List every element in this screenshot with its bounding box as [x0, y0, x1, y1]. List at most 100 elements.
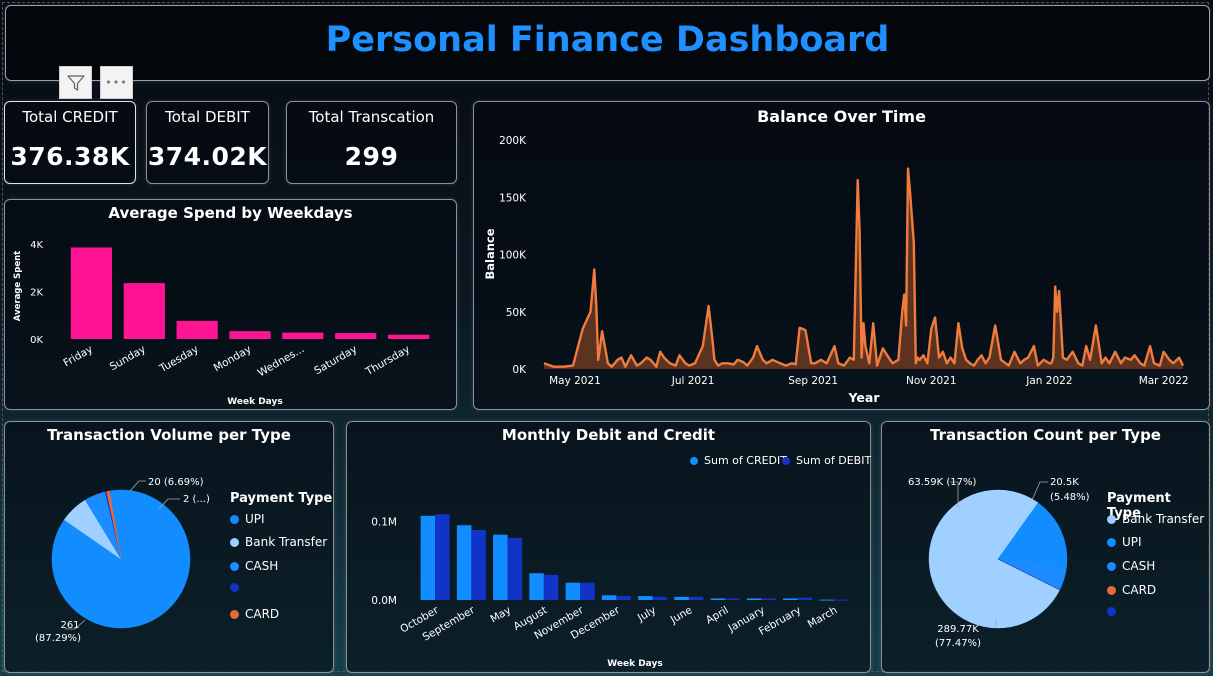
bar	[387, 334, 430, 339]
legend-label: Bank Transfer	[1122, 512, 1205, 526]
x-tick-label: Monday	[212, 343, 254, 374]
kpi-card-credit[interactable]: Total CREDIT 376.38K	[4, 101, 136, 184]
y-tick-label: 4K	[30, 240, 43, 251]
volume-legend-title: Payment Type	[230, 491, 333, 506]
bar	[70, 247, 113, 339]
bar	[456, 525, 472, 600]
bar	[123, 283, 165, 339]
legend-label: CASH	[1122, 559, 1156, 573]
x-tick-label: Wednes...	[256, 343, 307, 379]
bar	[761, 598, 776, 600]
pie-slice	[928, 489, 1061, 629]
legend-dot-icon	[1107, 561, 1116, 571]
volume-legend-cash[interactable]: CASH	[230, 559, 278, 573]
leader-line	[129, 480, 146, 492]
legend-label: UPI	[1122, 535, 1142, 549]
bar	[616, 596, 631, 600]
legend-dot-icon	[1107, 607, 1116, 616]
x-tick-label: June	[668, 604, 695, 626]
legend-dot-icon	[690, 456, 698, 465]
y-axis-label: Average Spent	[13, 251, 23, 321]
x-tick-label: Thursday	[363, 343, 412, 378]
filter-icon	[66, 74, 85, 91]
bar	[638, 596, 653, 600]
bar	[229, 331, 271, 339]
bar	[493, 534, 508, 600]
volume-chart-card[interactable]: Transaction Volume per Type 20 (6.69%) 2 …	[4, 421, 334, 673]
y-tick-label: 200K	[499, 135, 527, 147]
legend-label: UPI	[245, 512, 265, 526]
weekday-chart-card[interactable]: Average Spend by Weekdays 0K 2K 4K Friday Su…	[4, 199, 457, 410]
monthly-chart-card[interactable]: Monthly Debit and Credit Sum of CREDIT S…	[346, 421, 871, 673]
balance-chart-card[interactable]: Balance Over Time 0K 50K 100K 150K 200K May 2…	[473, 101, 1210, 410]
legend-label: CARD	[1122, 583, 1157, 597]
y-tick-label: 0.1M	[371, 516, 397, 528]
volume-legend-upi[interactable]: UPI	[230, 512, 265, 526]
filter-button[interactable]	[59, 66, 92, 99]
y-tick-label: 50K	[506, 307, 527, 319]
bar	[688, 596, 704, 600]
kpi-credit-value: 376.38K	[10, 142, 130, 171]
legend-label: Sum of DEBIT	[796, 454, 872, 467]
legend-dot-icon	[1107, 514, 1116, 524]
bar	[652, 596, 668, 600]
balance-chart: 0K 50K 100K 150K 200K May 2021 Jul 2021 Sep 202…	[483, 135, 1189, 405]
slice-label: 261	[60, 620, 79, 631]
bar	[335, 333, 377, 339]
kpi-credit-label: Total CREDIT	[22, 108, 118, 126]
monthly-legend-credit[interactable]: Sum of CREDIT	[690, 454, 787, 467]
count-legend-card[interactable]: CARD	[1107, 583, 1156, 597]
legend-label: CASH	[245, 559, 279, 573]
slice-label: 289.77K	[937, 624, 979, 635]
pie-slice	[106, 490, 122, 560]
leader-line	[1031, 481, 1048, 501]
count-legend-cash[interactable]: CASH	[1107, 559, 1155, 573]
slice-label: (5.48%)	[1050, 492, 1090, 503]
count-legend-bank-transfer[interactable]: Bank Transfer	[1107, 512, 1204, 526]
monthly-chart-title: Monthly Debit and Credit	[501, 426, 716, 444]
bar	[819, 599, 834, 601]
slice-label: 2 (...)	[183, 494, 210, 505]
x-tick-label: Friday	[61, 343, 95, 369]
x-tick-label: Jan 2022	[1025, 375, 1072, 387]
monthly-legend-debit[interactable]: Sum of DEBIT	[782, 454, 871, 467]
bar	[601, 595, 617, 600]
bar	[746, 598, 762, 600]
x-tick-label: July	[635, 604, 658, 624]
legend-label: CARD	[245, 607, 280, 621]
more-options-icon: •••	[105, 76, 128, 89]
leader-line	[158, 498, 180, 510]
y-tick-label: 100K	[499, 250, 527, 262]
bar	[471, 529, 486, 600]
volume-legend-card[interactable]: CARD	[230, 607, 279, 621]
kpi-debit-value: 374.02K	[147, 142, 268, 171]
bar	[529, 573, 544, 600]
kpi-transactions-label: Total Transcation	[308, 108, 435, 126]
slice-label: (77.47%)	[935, 638, 981, 649]
y-tick-label: 2K	[30, 287, 43, 298]
kpi-card-debit[interactable]: Total DEBIT 374.02K	[146, 101, 269, 184]
bar	[710, 598, 726, 600]
legend-dot-icon	[1107, 585, 1116, 595]
slice-label: 20 (6.69%)	[148, 477, 204, 488]
volume-legend-bank-transfer[interactable]: Bank Transfer	[230, 535, 327, 549]
weekday-chart-title: Average Spend by Weekdays	[108, 204, 353, 222]
balance-chart-title: Balance Over Time	[757, 107, 926, 126]
kpi-card-transactions[interactable]: Total Transcation 299	[286, 101, 457, 184]
y-tick-label: 0K	[512, 364, 527, 376]
y-axis-label: Balance	[483, 228, 497, 279]
count-chart-card[interactable]: Transaction Count per Type 63.59K (17%) 2…	[881, 421, 1210, 673]
bar	[176, 320, 218, 339]
x-tick-label: Jul 2021	[671, 375, 715, 387]
volume-legend-blank[interactable]	[230, 583, 245, 592]
bar	[833, 599, 849, 601]
bar	[674, 596, 689, 600]
count-legend-upi[interactable]: UPI	[1107, 535, 1142, 549]
x-tick-label: May 2021	[549, 375, 601, 387]
more-options-button[interactable]: •••	[100, 66, 133, 99]
legend-label: Sum of CREDIT	[704, 454, 787, 467]
y-tick-label: 0.0M	[371, 595, 397, 607]
bar	[435, 514, 450, 600]
pie-slice	[997, 558, 1061, 591]
count-legend-blank[interactable]	[1107, 607, 1122, 616]
